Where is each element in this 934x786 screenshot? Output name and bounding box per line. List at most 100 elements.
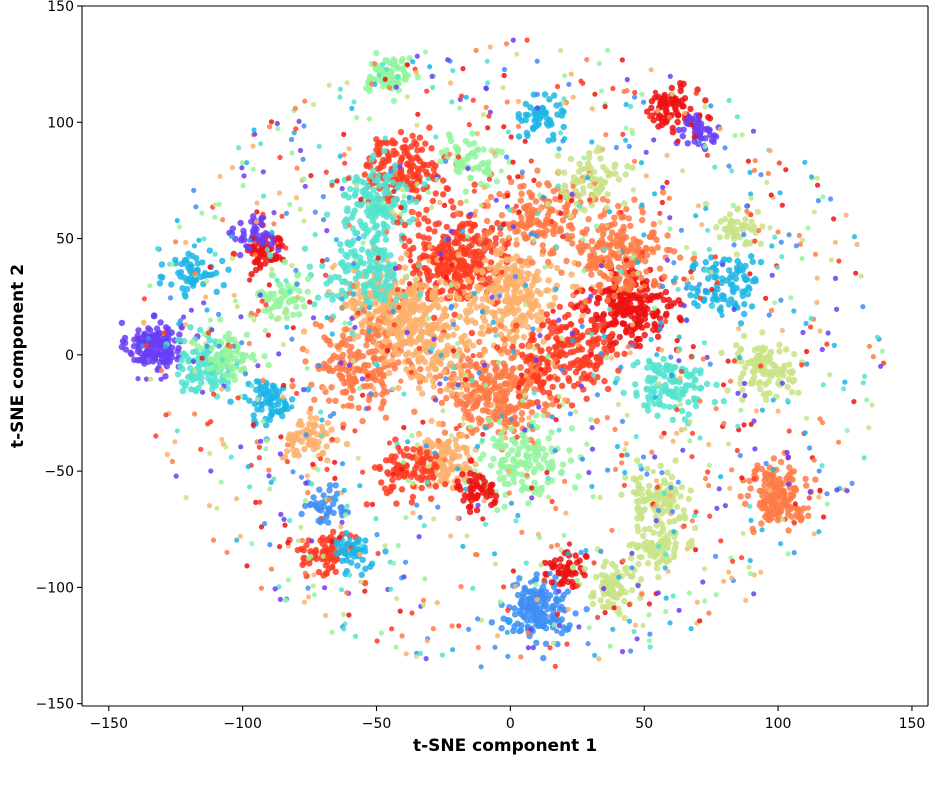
data-point	[234, 343, 241, 351]
data-point	[390, 197, 397, 204]
data-point	[425, 267, 433, 275]
data-point	[258, 406, 265, 413]
data-point	[605, 334, 612, 342]
data-point	[268, 313, 275, 320]
data-point	[463, 381, 470, 388]
data-point	[570, 382, 578, 390]
data-point	[444, 185, 451, 193]
data-point	[528, 194, 535, 201]
data-point	[538, 590, 546, 597]
data-point	[487, 259, 495, 266]
data-point	[785, 527, 792, 534]
data-point	[513, 322, 520, 329]
data-point	[484, 488, 491, 495]
data-point	[588, 317, 595, 324]
data-point	[265, 362, 272, 369]
data-point	[523, 607, 530, 615]
data-point	[382, 296, 389, 304]
data-point	[199, 259, 206, 266]
data-point	[635, 561, 642, 568]
data-point	[535, 438, 542, 445]
data-point	[618, 491, 625, 498]
data-point	[329, 500, 337, 508]
data-point	[620, 223, 627, 231]
data-point	[198, 379, 205, 386]
data-point	[516, 364, 524, 371]
data-point	[532, 444, 539, 451]
data-point	[376, 283, 384, 290]
data-point	[346, 241, 353, 248]
data-point	[382, 139, 389, 146]
data-point	[371, 177, 379, 184]
data-point	[613, 351, 621, 358]
data-point	[300, 547, 307, 554]
data-point	[454, 267, 462, 274]
data-point	[599, 231, 607, 238]
data-point	[532, 456, 539, 464]
data-point	[550, 136, 557, 143]
data-point	[644, 252, 651, 259]
data-point	[382, 319, 389, 326]
data-point	[600, 272, 607, 279]
data-point	[463, 449, 470, 456]
data-point	[568, 271, 575, 278]
data-point	[529, 373, 537, 380]
data-point	[548, 458, 556, 465]
data-point	[270, 393, 277, 400]
data-point	[516, 607, 524, 614]
data-point	[558, 348, 565, 355]
data-point	[295, 311, 303, 318]
data-point	[761, 497, 768, 505]
data-point	[418, 484, 425, 492]
data-point	[333, 550, 341, 557]
data-point	[382, 303, 389, 310]
data-point	[377, 290, 384, 298]
data-point	[567, 301, 575, 308]
data-point	[156, 340, 163, 348]
data-point	[178, 356, 185, 364]
data-point	[538, 355, 545, 362]
data-point	[543, 287, 550, 294]
data-point	[665, 296, 672, 304]
data-point	[451, 448, 458, 456]
data-point	[394, 219, 401, 226]
data-point	[416, 306, 423, 314]
data-point	[196, 326, 204, 334]
data-point	[641, 526, 648, 533]
data-point	[540, 338, 547, 345]
data-point	[157, 351, 164, 358]
data-point	[527, 294, 534, 301]
data-point	[504, 240, 511, 247]
data-point	[653, 565, 661, 572]
data-point	[382, 457, 390, 464]
data-point	[479, 330, 487, 338]
data-point	[408, 499, 416, 506]
data-point	[562, 351, 569, 359]
data-point	[625, 294, 632, 302]
data-point	[473, 426, 480, 433]
data-point	[795, 389, 802, 397]
data-point	[625, 215, 632, 222]
data-point	[462, 307, 470, 315]
data-point	[462, 250, 469, 258]
data-point	[491, 311, 498, 318]
data-point	[676, 395, 683, 402]
data-point	[653, 236, 660, 243]
data-point	[261, 353, 268, 360]
data-point	[265, 305, 272, 313]
data-point	[469, 381, 476, 389]
data-point	[743, 223, 750, 230]
data-point	[395, 328, 403, 335]
data-point	[131, 336, 138, 343]
data-point	[231, 376, 239, 383]
data-point	[503, 389, 511, 397]
data-point	[436, 278, 444, 285]
data-point	[437, 387, 444, 394]
data-point	[544, 363, 551, 370]
data-point	[525, 500, 532, 507]
data-point	[556, 303, 563, 310]
data-point	[198, 374, 205, 381]
data-point	[395, 321, 403, 329]
data-point	[368, 156, 375, 163]
data-point	[381, 310, 388, 317]
